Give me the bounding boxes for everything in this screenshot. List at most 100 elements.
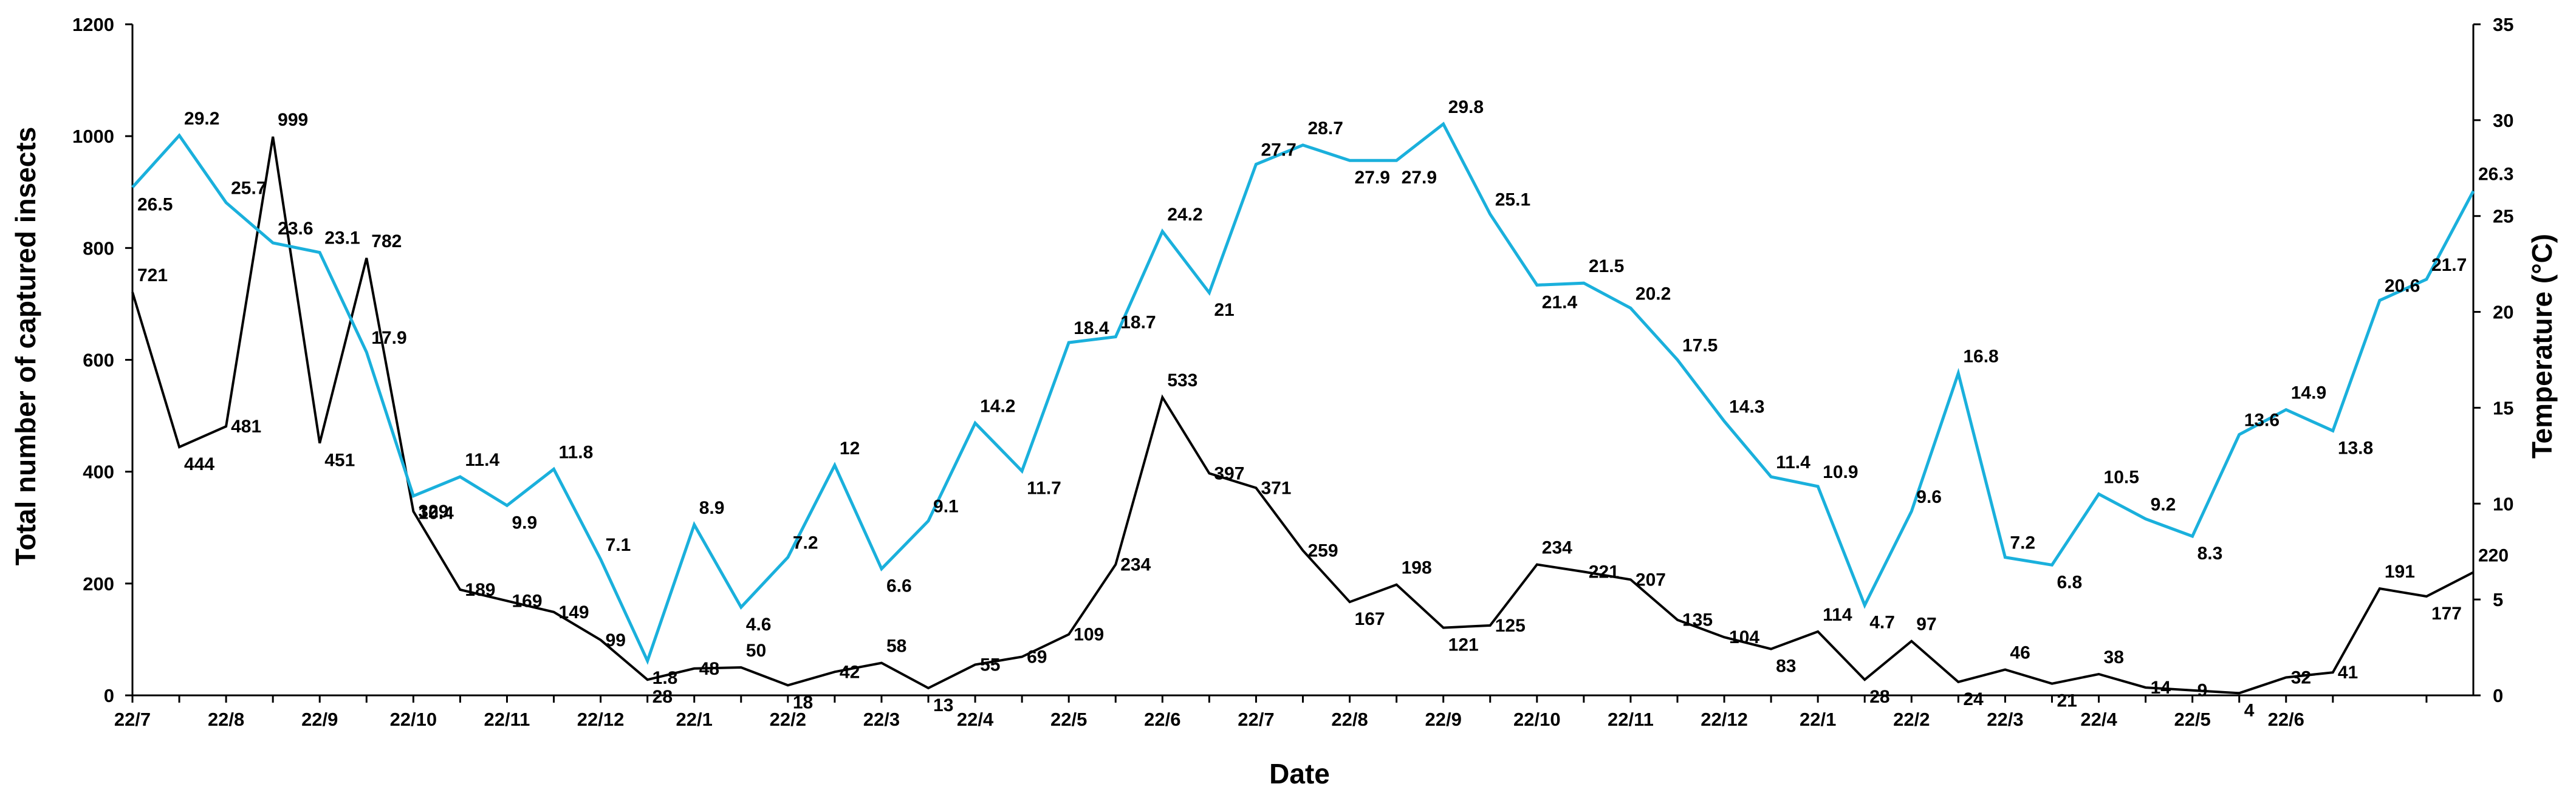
- insect-count-data-label: 46: [2010, 643, 2030, 663]
- x-axis-tick-label: 22/3: [863, 709, 900, 730]
- insect-count-data-label: 83: [1776, 656, 1796, 677]
- left-axis-tick-label: 200: [83, 573, 114, 595]
- insect-count-data-label: 397: [1214, 463, 1244, 483]
- temperature-data-label: 11.8: [559, 442, 594, 462]
- temperature-data-label: 18.4: [1074, 318, 1109, 338]
- insect-count-data-label: 9: [2197, 681, 2208, 701]
- temperature-data-label: 24.2: [1167, 205, 1202, 225]
- insect-count-data-label: 135: [1682, 610, 1713, 630]
- insect-count-data-label: 999: [278, 110, 308, 130]
- temperature-data-label: 29.2: [184, 109, 219, 129]
- insect-count-data-label: 4: [2244, 700, 2255, 720]
- insect-count-data-label: 177: [2431, 604, 2462, 624]
- temperature-data-label: 14.9: [2291, 383, 2326, 403]
- left-axis-title: Total number of captured insects: [10, 127, 41, 565]
- x-axis-tick-label: 22/9: [301, 709, 338, 730]
- insect-count-data-label: 14: [2151, 678, 2171, 698]
- temperature-data-label: 4.6: [746, 615, 772, 635]
- temperature-data-label: 27.9: [1355, 168, 1390, 188]
- insect-count-data-label: 48: [699, 659, 719, 679]
- insect-count-data-label: 24: [1963, 689, 1984, 709]
- x-axis-tick-label: 22/12: [577, 709, 625, 730]
- insect-count-data-label: 167: [1355, 609, 1385, 629]
- x-axis-tick-label: 22/5: [2174, 709, 2210, 730]
- insect-count-data-label: 99: [606, 630, 626, 650]
- temperature-data-label: 25.7: [231, 179, 266, 199]
- temperature-data-label: 23.6: [278, 219, 313, 239]
- x-axis-tick-label: 22/1: [676, 709, 713, 730]
- temperature-data-label: 9.1: [933, 497, 959, 517]
- temperature-data-label: 13.8: [2338, 438, 2373, 458]
- insect-count-data-label: 28: [1869, 687, 1889, 707]
- temperature-data-label: 21.7: [2431, 255, 2467, 275]
- temperature-data-label: 21.4: [1542, 292, 1578, 312]
- temperature-data-label: 9.6: [1916, 487, 1942, 507]
- temperature-data-label: 11.7: [1027, 479, 1061, 499]
- insect-count-data-label: 191: [2385, 562, 2415, 582]
- temperature-data-label: 9.9: [512, 513, 537, 533]
- insect-count-line: [131, 136, 2474, 695]
- temperature-data-label: 17.5: [1682, 336, 1718, 356]
- insect-count-data-label: 41: [2338, 663, 2358, 683]
- x-axis-tick-label: 22/8: [1331, 709, 1368, 730]
- insect-count-data-label: 104: [1729, 627, 1759, 647]
- right-axis-tick-label: 10: [2493, 493, 2513, 514]
- insect-count-data-label: 38: [2104, 647, 2124, 667]
- temperature-data-label: 26.3: [2478, 165, 2513, 185]
- x-axis-tick-label: 22/4: [2080, 709, 2117, 730]
- temperature-data-label: 12: [840, 438, 860, 459]
- x-axis-tick-label: 22/6: [1144, 709, 1180, 730]
- temperature-data-label: 23.1: [324, 228, 360, 248]
- insect-count-data-label: 58: [886, 636, 906, 656]
- right-axis-tick-label: 15: [2493, 397, 2513, 418]
- insect-count-data-label: 782: [371, 231, 402, 251]
- ticks: 0 200 400 600 800 1000 1200 0 5 10 15 20 25 30 35 22/7 2…: [72, 14, 2513, 730]
- right-axis-title: Temperature (°C): [2526, 234, 2558, 459]
- right-axis-tick-label: 5: [2493, 589, 2503, 610]
- x-axis-tick-label: 22/8: [208, 709, 244, 730]
- left-axis-tick-label: 1200: [72, 14, 114, 35]
- temperature-data-label: 8.3: [2197, 544, 2223, 564]
- temperature-data-label: 10.9: [1823, 462, 1858, 482]
- left-axis-tick-label: 400: [83, 462, 114, 483]
- insect-count-data-label: 13: [933, 695, 953, 715]
- x-axis-tick-label: 22/11: [484, 709, 530, 730]
- temperature-data-label: 27.7: [1261, 140, 1296, 160]
- temperature-data-label: 20.6: [2385, 276, 2420, 296]
- temperature-data-label: 11.4: [465, 450, 499, 470]
- left-axis-tick-label: 600: [83, 350, 114, 371]
- insect-count-data-label: 21: [2057, 691, 2077, 711]
- x-axis-tick-label: 22/3: [1987, 709, 2023, 730]
- temperature-data-label: 28.7: [1308, 118, 1343, 138]
- temperature-data-label: 26.5: [137, 194, 173, 214]
- temperature-data-label: 14.3: [1729, 397, 1764, 417]
- temperature-data-label: 18.7: [1120, 313, 1156, 333]
- x-axis-title: Date: [1269, 758, 1330, 789]
- temperature-data-label: 1.8: [653, 668, 678, 688]
- insect-count-data-label: 42: [840, 662, 860, 682]
- temperature-data-label: 21: [1214, 300, 1234, 320]
- insect-count-data-label: 371: [1261, 478, 1291, 498]
- insect-count-data-label: 189: [465, 580, 495, 600]
- insect-count-data-label: 28: [653, 687, 673, 707]
- insect-count-data-label: 444: [184, 454, 214, 474]
- temperature-data-label: 25.1: [1495, 190, 1530, 210]
- insect-count-data-label: 329: [418, 502, 448, 522]
- left-axis-tick-label: 1000: [72, 126, 114, 147]
- temperature-data-label: 7.1: [606, 535, 631, 555]
- insect-count-data-label: 220: [2478, 545, 2509, 565]
- insect-count-data-label: 109: [1074, 625, 1104, 645]
- temperature-data-label: 4.7: [1869, 613, 1895, 633]
- x-axis-tick-label: 22/12: [1701, 709, 1748, 730]
- x-axis-tick-label: 22/2: [1893, 709, 1930, 730]
- right-axis-tick-label: 35: [2493, 14, 2513, 35]
- x-axis-tick-label: 22/10: [390, 709, 437, 730]
- insect-count-data-label: 234: [1120, 555, 1151, 575]
- insect-count-data-label: 50: [746, 641, 766, 661]
- insect-count-data-label: 198: [1402, 558, 1432, 578]
- insect-count-data-label: 207: [1636, 570, 1666, 590]
- temperature-data-label: 11.4: [1776, 452, 1810, 472]
- x-axis-tick-label: 22/7: [1238, 709, 1274, 730]
- temperature-data-label: 17.9: [371, 328, 406, 348]
